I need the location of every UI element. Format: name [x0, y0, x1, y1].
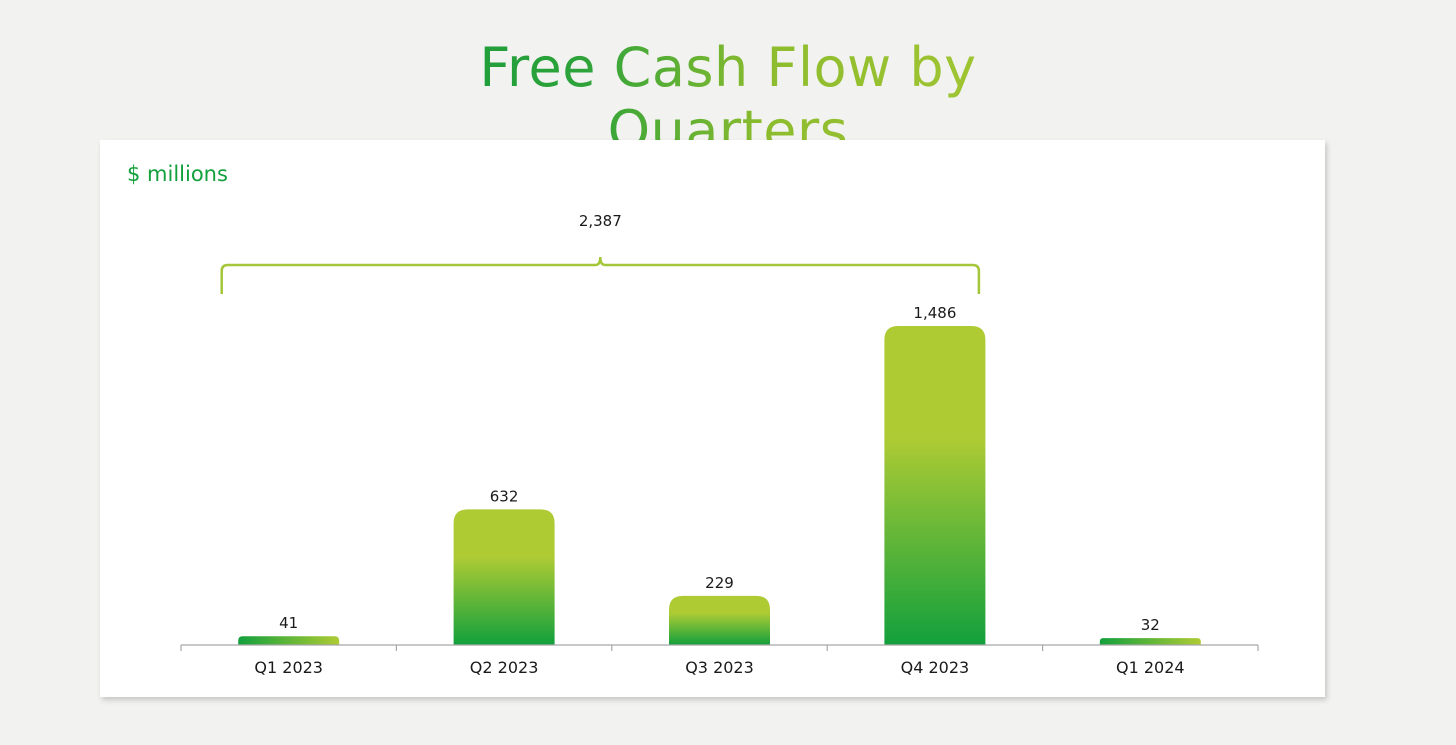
- bar-q4-2023: [884, 326, 986, 645]
- units-label: $ millions: [127, 162, 228, 186]
- bracket-total-label: 2,387: [579, 212, 622, 230]
- bars-group: 41 632 229 1,486 32: [238, 304, 1201, 645]
- data-label: 32: [1141, 616, 1160, 634]
- bar-q3-2023: [669, 595, 770, 645]
- x-tick-label: Q4 2023: [901, 658, 970, 677]
- bar-chart: 41 632 229 1,486 32 Q1 2023 Q2 2023 Q3 2023 Q4 …: [180, 212, 1259, 677]
- x-axis: Q1 2023 Q2 2023 Q3 2023 Q4 2023 Q1 2024: [180, 644, 1259, 677]
- chart-card: $ millions 41 632 229 1,486 32 Q1 2023 Q2 202…: [100, 140, 1325, 697]
- chart-title-wrap: Free Cash Flow by Quarters: [371, 36, 1085, 162]
- x-tick-label: Q3 2023: [685, 658, 754, 677]
- total-bracket: 2,387: [220, 212, 981, 294]
- data-label: 632: [490, 487, 519, 505]
- bar-q1-2024: [1099, 638, 1201, 645]
- x-tick-label: Q1 2023: [254, 658, 323, 677]
- x-tick-label: Q1 2024: [1116, 658, 1185, 677]
- data-label: 41: [279, 614, 298, 632]
- bracket-line: [220, 256, 981, 294]
- chart-title: Free Cash Flow by Quarters: [371, 36, 1085, 162]
- x-tick-label: Q2 2023: [470, 658, 539, 677]
- data-label: 1,486: [913, 304, 956, 322]
- data-label: 229: [705, 574, 734, 592]
- bar-q2-2023: [453, 509, 555, 645]
- bar-q1-2023: [238, 636, 340, 645]
